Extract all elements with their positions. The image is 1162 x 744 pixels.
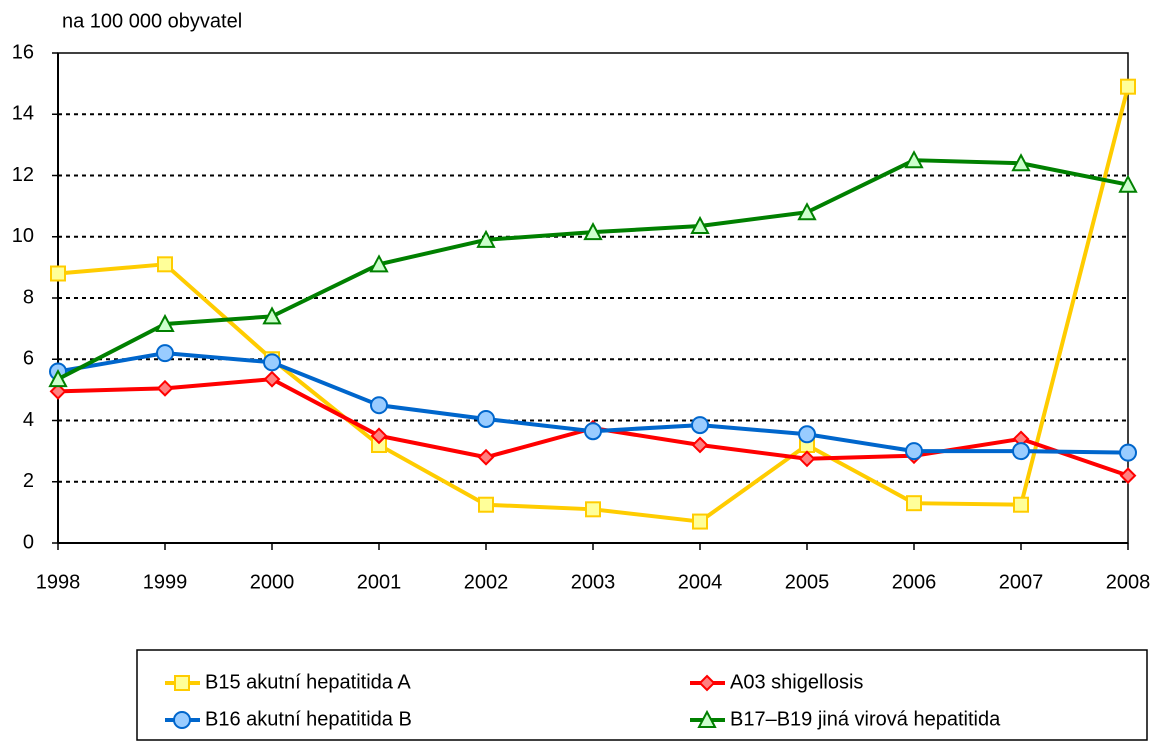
y-tick-label: 2 (23, 470, 34, 492)
marker (50, 265, 66, 282)
x-tick-label: 2005 (785, 571, 830, 593)
x-tick-label: 2007 (999, 571, 1044, 593)
marker (156, 344, 174, 363)
x-tick-label: 1998 (36, 571, 81, 593)
legend-label: B15 akutní hepatitida A (205, 671, 411, 693)
marker (157, 256, 173, 273)
y-tick-label: 16 (12, 41, 34, 63)
marker (1011, 153, 1031, 172)
legend-label: B16 akutní hepatitida B (205, 708, 412, 730)
x-tick-label: 1999 (143, 571, 188, 593)
marker (369, 254, 389, 273)
marker (477, 409, 495, 428)
marker (263, 353, 281, 372)
x-tick-label: 2004 (678, 571, 723, 593)
marker (370, 396, 388, 415)
y-tick-label: 8 (23, 286, 34, 308)
marker (1120, 78, 1136, 95)
y-tick-label: 4 (23, 409, 34, 431)
legend-label: A03 shigellosis (730, 671, 863, 693)
marker (478, 496, 494, 513)
chart-subtitle: na 100 000 obyvatel (62, 10, 242, 32)
marker (370, 427, 388, 445)
marker (1013, 496, 1029, 513)
marker (691, 416, 709, 435)
x-tick-label: 2006 (892, 571, 937, 593)
marker (691, 436, 709, 454)
marker (156, 379, 174, 397)
marker (690, 215, 710, 235)
y-tick-label: 6 (23, 348, 34, 370)
x-tick-label: 2000 (250, 571, 295, 593)
legend-label: B17–B19 jiná virová hepatitida (730, 708, 1001, 730)
marker (583, 222, 603, 241)
marker (585, 501, 601, 518)
marker (173, 711, 191, 729)
marker (905, 442, 923, 461)
marker (1118, 174, 1138, 193)
marker (697, 709, 717, 728)
legend-box (136, 649, 1148, 741)
y-tick-label: 10 (12, 225, 34, 247)
marker (477, 448, 495, 466)
marker (692, 513, 708, 530)
marker (1119, 443, 1137, 462)
marker (797, 202, 817, 221)
marker (49, 382, 67, 400)
marker (262, 306, 282, 325)
marker (798, 425, 816, 444)
marker (904, 150, 924, 169)
marker (263, 370, 281, 388)
x-tick-label: 2008 (1106, 571, 1151, 593)
marker (584, 422, 602, 441)
marker (476, 229, 496, 248)
y-tick-label: 12 (12, 164, 34, 186)
x-tick-label: 2001 (357, 571, 402, 593)
y-tick-label: 0 (23, 531, 34, 553)
marker (906, 495, 922, 512)
marker (798, 450, 816, 468)
x-tick-label: 2003 (571, 571, 616, 593)
marker (48, 369, 68, 388)
marker (174, 675, 190, 691)
y-tick-label: 14 (12, 103, 34, 125)
marker (155, 313, 175, 333)
marker (1012, 442, 1030, 461)
marker (1119, 467, 1137, 485)
marker (698, 674, 716, 692)
x-tick-label: 2002 (464, 571, 509, 593)
